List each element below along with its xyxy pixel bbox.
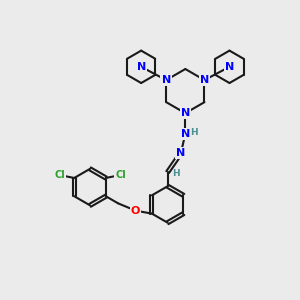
Text: O: O <box>131 206 140 216</box>
Text: N: N <box>136 62 146 72</box>
Text: H: H <box>190 128 197 137</box>
Text: N: N <box>162 75 171 85</box>
Text: H: H <box>172 169 180 178</box>
Text: N: N <box>200 75 209 85</box>
Text: N: N <box>225 62 234 72</box>
Text: N: N <box>176 148 185 158</box>
Text: N: N <box>181 129 190 139</box>
Text: Cl: Cl <box>54 170 65 180</box>
Text: N: N <box>181 108 190 118</box>
Text: Cl: Cl <box>115 170 126 180</box>
